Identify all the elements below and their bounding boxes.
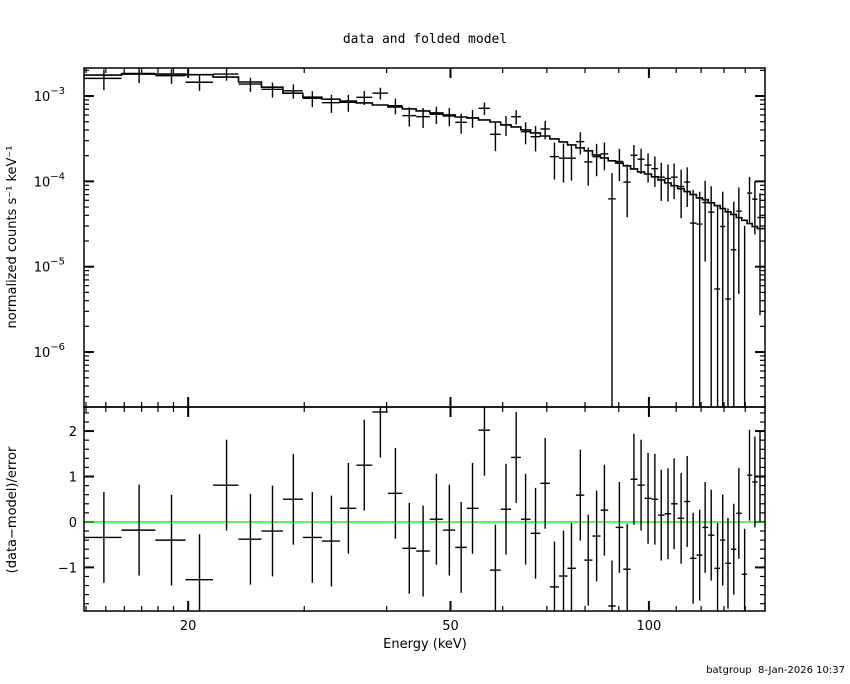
top-y-axis-label: normalized counts s⁻¹ keV⁻¹ xyxy=(5,146,20,329)
footer-stamp: batgroup 8-Jan-2026 10:37 xyxy=(706,665,845,676)
residual-tick-label: 0 xyxy=(69,516,77,531)
x-tick-label: 20 xyxy=(180,619,197,634)
y-tick-label: 10−6 xyxy=(34,342,65,361)
top-panel-marks xyxy=(84,68,765,407)
bottom-panel-frame xyxy=(83,406,766,612)
x-tick-label: 100 xyxy=(637,619,662,634)
x-tick-label: 50 xyxy=(442,619,459,634)
top-panel-frame xyxy=(83,67,766,408)
y-tick-label: 10−3 xyxy=(34,86,65,105)
y-tick-label: 10−5 xyxy=(34,257,65,276)
axis-ticks xyxy=(84,68,766,611)
residual-tick-label: −1 xyxy=(58,561,77,576)
bottom-panel-marks xyxy=(84,407,765,611)
residual-tick-label: 2 xyxy=(69,425,77,440)
model-step-line xyxy=(84,73,765,230)
bottom-y-axis-label: (data−model)/error xyxy=(5,446,20,573)
chart-title: data and folded model xyxy=(343,32,507,47)
y-tick-label: 10−4 xyxy=(34,171,65,190)
residual-tick-label: 1 xyxy=(69,471,77,486)
x-axis-label: Energy (keV) xyxy=(383,637,467,652)
tick-labels: 20 50 100 10−3 10−4 10−5 10−6 2 1 0 −1 xyxy=(34,86,662,634)
